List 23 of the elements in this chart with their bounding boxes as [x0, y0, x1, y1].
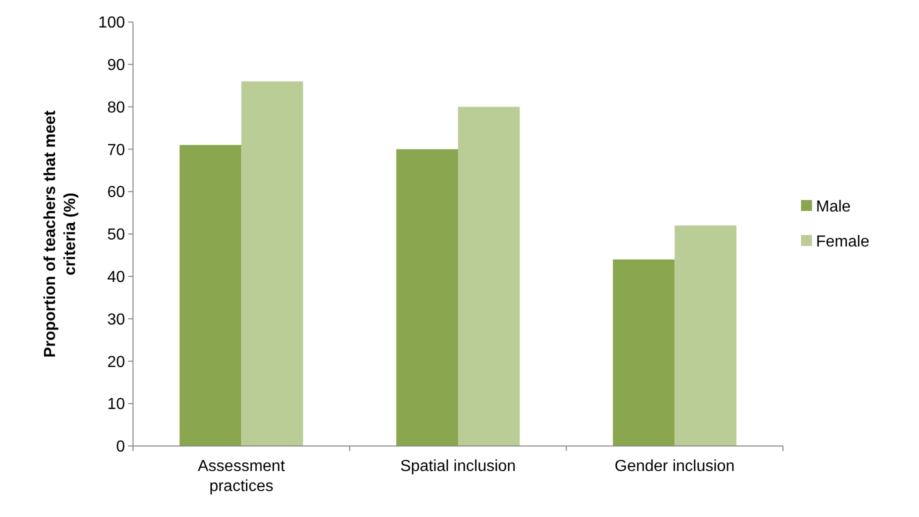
legend-label: Male — [816, 198, 851, 216]
bar — [458, 106, 520, 446]
x-tick-label: Assessment practices — [198, 458, 286, 495]
y-tick-label: 20 — [107, 354, 126, 371]
bar — [674, 226, 736, 446]
y-tick-label: 90 — [107, 57, 126, 74]
bar — [180, 144, 242, 446]
y-tick-label: 70 — [107, 142, 126, 159]
y-tick-label: 50 — [107, 226, 126, 244]
x-tick-label: Gender inclusion — [614, 458, 735, 475]
legend-label: Female — [816, 234, 870, 251]
bar — [241, 81, 304, 446]
bar — [396, 149, 458, 446]
bar — [612, 259, 675, 446]
y-tick-label: 30 — [107, 311, 126, 328]
y-axis-title: Proportion of teachers that meet criteria (%) — [42, 110, 79, 358]
y-tick-label: 60 — [107, 184, 126, 202]
y-tick-label: 40 — [107, 269, 126, 286]
y-tick-label: 100 — [98, 14, 126, 32]
x-tick-label: Spatial inclusion — [400, 458, 516, 475]
y-tick-label: 80 — [107, 99, 126, 116]
y-tick-label: 0 — [116, 438, 126, 456]
y-tick-label: 10 — [107, 396, 126, 414]
